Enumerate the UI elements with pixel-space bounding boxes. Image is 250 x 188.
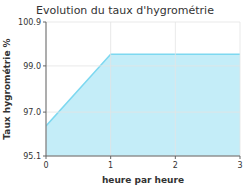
x-tick-label: 3 (237, 161, 242, 170)
y-axis-label: Taux hygrométrie % (2, 38, 12, 139)
grid-line-y (46, 22, 240, 23)
y-tick (43, 22, 46, 23)
grid-line-x (175, 22, 176, 156)
y-tick (43, 65, 46, 66)
grid-line-y (46, 112, 240, 113)
y-axis-line (46, 22, 47, 156)
x-tick-label: 1 (108, 161, 113, 170)
axes: 0 1 2 3 95.1 97.0 99.0 100.9 (18, 18, 242, 170)
x-tick-label: 2 (173, 161, 178, 170)
y-tick-label: 99.0 (23, 62, 41, 71)
x-tick (175, 156, 176, 159)
grid (46, 22, 240, 156)
y-tick-label: 100.9 (18, 18, 41, 27)
chart-svg: 0 1 2 3 95.1 97.0 99.0 100.9 heure par heure Taux… (0, 0, 250, 188)
x-axis-line (46, 156, 240, 157)
grid-line-x (240, 22, 241, 156)
area-fill (46, 54, 240, 156)
plot-area (46, 54, 240, 156)
y-tick-label: 95.1 (23, 152, 41, 161)
x-tick (110, 156, 111, 159)
chart-title: Evolution du taux d'hygrométrie (36, 4, 214, 17)
chart-container: 0 1 2 3 95.1 97.0 99.0 100.9 heure par heure Taux… (0, 0, 250, 188)
area-line (46, 54, 240, 126)
x-tick (240, 156, 241, 159)
y-tick (43, 156, 46, 157)
x-axis-label: heure par heure (102, 175, 184, 185)
grid-line-y (46, 65, 240, 66)
grid-line-x (46, 22, 47, 156)
y-tick-label: 97.0 (23, 108, 41, 117)
x-tick-label: 0 (43, 161, 48, 170)
grid-line-x (110, 22, 111, 156)
y-tick (43, 112, 46, 113)
grid-line-y (46, 156, 240, 157)
